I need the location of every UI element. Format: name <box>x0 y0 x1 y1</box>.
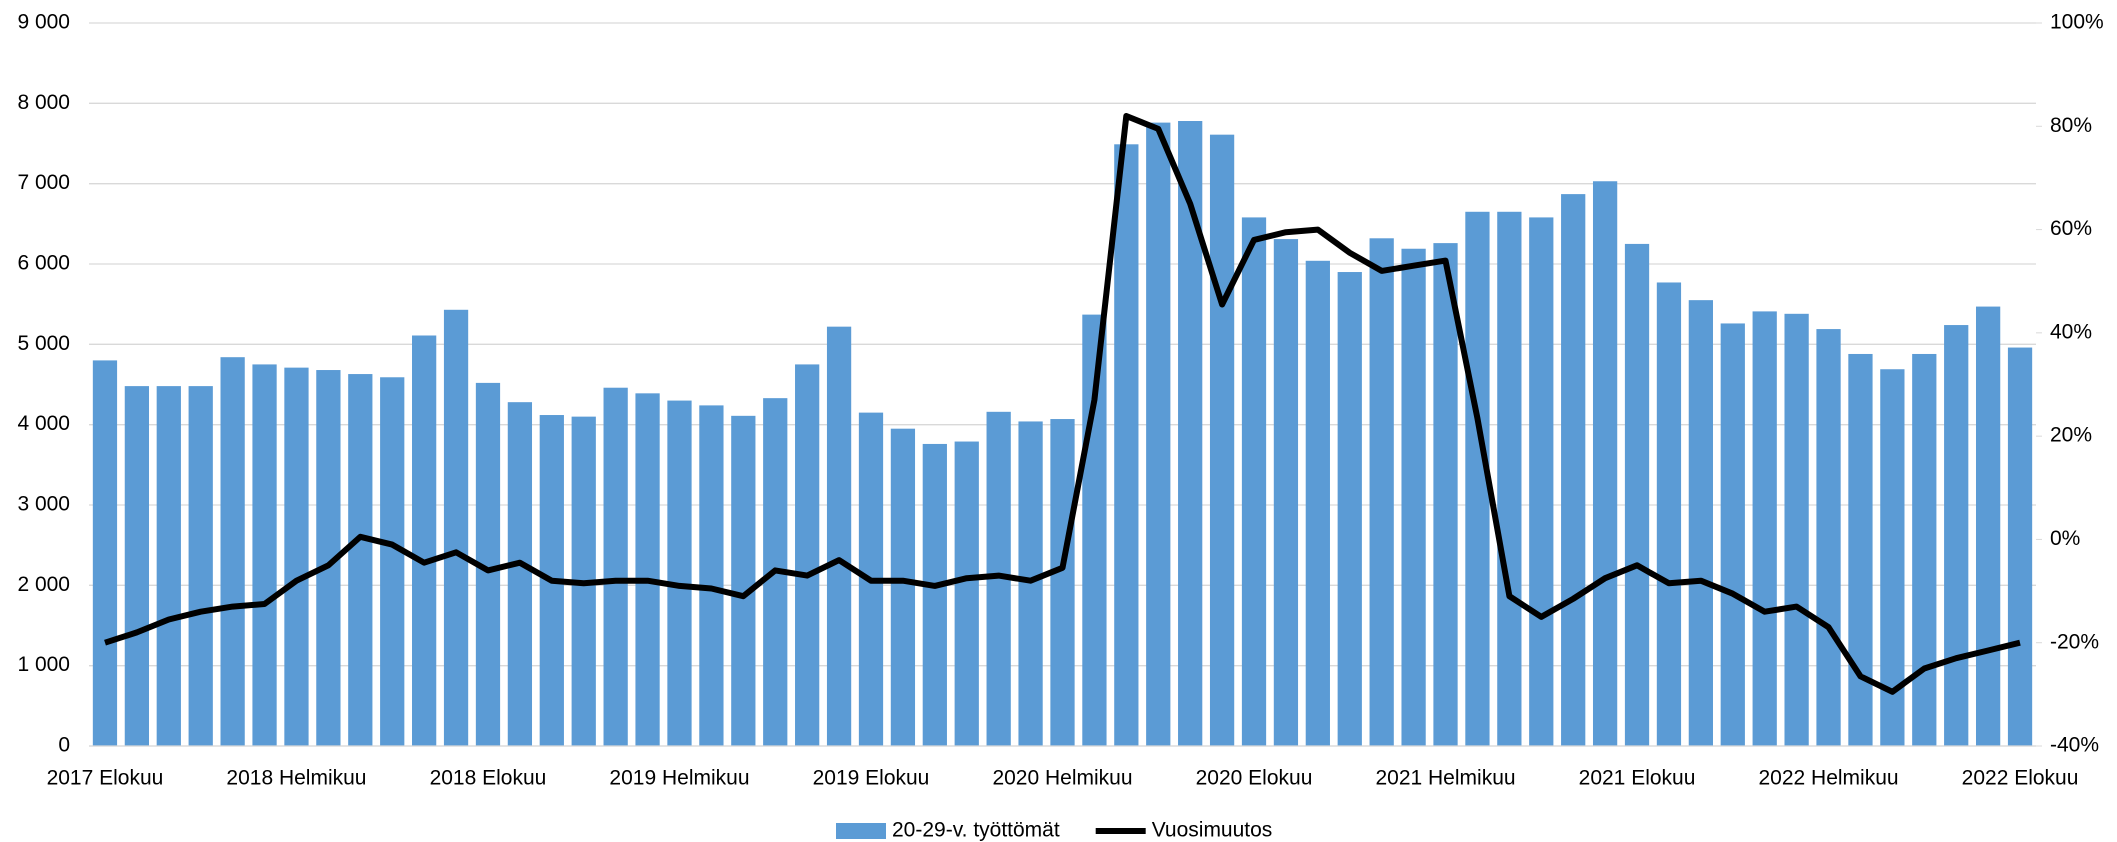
bar <box>826 326 852 746</box>
bar <box>412 335 437 746</box>
x-tick-label: 2021 Elokuu <box>1579 767 1696 790</box>
bar <box>348 374 373 746</box>
bar <box>1433 243 1458 746</box>
legend-label: 20-29-v. työttömät <box>892 819 1060 842</box>
bar <box>443 309 469 746</box>
bar <box>1592 181 1618 747</box>
bar <box>1369 238 1394 746</box>
legend-label: Vuosimuutos <box>1152 819 1273 842</box>
y2-tick-label: 60% <box>2050 217 2092 240</box>
y-tick-label: 6 000 <box>17 252 70 275</box>
y2-tick-label: 0% <box>2050 527 2080 550</box>
y2-tick-label: 20% <box>2050 424 2092 447</box>
legend-swatch <box>836 823 886 839</box>
y-tick-label: 8 000 <box>17 91 70 114</box>
bar <box>1529 217 1554 746</box>
y2-tick-label: 80% <box>2050 114 2092 137</box>
bar <box>922 443 947 746</box>
bar <box>284 367 309 746</box>
bar <box>1146 122 1171 746</box>
x-tick-label: 2022 Elokuu <box>1962 767 2079 790</box>
bar <box>667 400 692 746</box>
bar <box>890 428 916 746</box>
bar <box>1050 419 1075 746</box>
bar <box>1401 248 1426 746</box>
bar <box>1018 421 1043 746</box>
bar <box>1497 211 1522 747</box>
bar <box>1688 300 1713 746</box>
bar <box>1944 325 1969 746</box>
x-tick-label: 2018 Helmikuu <box>226 767 366 790</box>
x-tick-label: 2018 Elokuu <box>430 767 547 790</box>
line <box>104 113 2021 695</box>
bar <box>699 405 724 746</box>
bar <box>1561 194 1586 747</box>
bar <box>252 364 277 746</box>
bar <box>1178 121 1203 747</box>
y2-tick-label: 100% <box>2050 11 2104 34</box>
x-tick-label: 2019 Helmikuu <box>609 767 749 790</box>
bar <box>220 357 245 746</box>
bar <box>2007 347 2033 746</box>
y-tick-label: 5 000 <box>17 332 70 355</box>
bar <box>1305 260 1330 746</box>
bar <box>1624 243 1650 746</box>
y2-tick-label: 40% <box>2050 320 2092 343</box>
y-tick-label: 3 000 <box>17 493 70 516</box>
bar <box>1656 282 1682 746</box>
bar <box>635 393 660 746</box>
y-tick-label: 0 <box>58 734 70 757</box>
x-tick-label: 2020 Helmikuu <box>992 767 1132 790</box>
bar <box>1784 313 1809 746</box>
x-tick-label: 2020 Elokuu <box>1196 767 1313 790</box>
y2-tick-label: -20% <box>2050 630 2099 653</box>
bar <box>795 364 820 746</box>
bar <box>954 441 979 746</box>
bar <box>92 360 118 746</box>
x-tick-label: 2021 Helmikuu <box>1375 767 1515 790</box>
bar <box>1241 217 1267 746</box>
bar <box>1720 323 1745 746</box>
x-tick-label: 2022 Helmikuu <box>1758 767 1898 790</box>
bar <box>603 387 628 746</box>
bar <box>188 386 213 746</box>
y-tick-label: 9 000 <box>17 11 70 34</box>
y-tick-label: 1 000 <box>17 653 70 676</box>
bar <box>1848 353 1873 746</box>
y-tick-label: 4 000 <box>17 412 70 435</box>
y-tick-label: 7 000 <box>17 171 70 194</box>
bar <box>1273 239 1299 746</box>
bar <box>1337 272 1362 746</box>
x-tick-label: 2017 Elokuu <box>47 767 164 790</box>
bar <box>1975 306 2001 746</box>
x-tick-label: 2019 Elokuu <box>813 767 930 790</box>
bar <box>1752 311 1777 746</box>
y2-tick-label: -40% <box>2050 734 2099 757</box>
bar <box>156 386 181 746</box>
bar <box>731 415 756 746</box>
bar <box>1209 134 1235 746</box>
bar <box>124 386 150 746</box>
bar <box>1114 144 1139 746</box>
bar <box>507 402 533 746</box>
bar <box>1816 329 1841 746</box>
bar <box>380 377 405 746</box>
y-tick-label: 2 000 <box>17 573 70 596</box>
bar <box>1912 353 1937 746</box>
